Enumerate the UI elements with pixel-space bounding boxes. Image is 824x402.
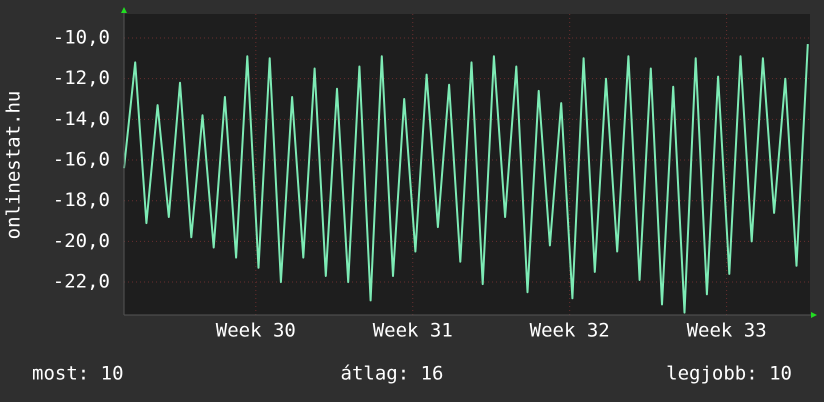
y-tick-label: -14,0 — [53, 108, 110, 130]
x-tick-label: Week 30 — [216, 320, 296, 342]
y-tick-label: -16,0 — [53, 149, 110, 171]
footer-current: most: 10 — [32, 363, 124, 385]
y-tick-label: -12,0 — [53, 67, 110, 89]
axis-arrow — [811, 312, 817, 318]
footer-average: átlag: 16 — [341, 363, 444, 385]
marks — [123, 44, 809, 314]
y-axis-label: onlinestat.hu — [3, 91, 25, 240]
footer-best: legjobb: 10 — [666, 363, 792, 385]
plot-area — [124, 14, 810, 315]
y-tick-label: -18,0 — [53, 189, 110, 211]
y-tick-label: -20,0 — [53, 230, 110, 252]
axis-arrow — [121, 7, 127, 13]
y-tick-label: -22,0 — [53, 271, 110, 293]
y-tick-label: -10,0 — [53, 26, 110, 48]
data-line — [123, 44, 809, 314]
x-tick-label: Week 32 — [530, 320, 610, 342]
x-tick-label: Week 33 — [687, 320, 767, 342]
x-tick-label: Week 31 — [373, 320, 453, 342]
